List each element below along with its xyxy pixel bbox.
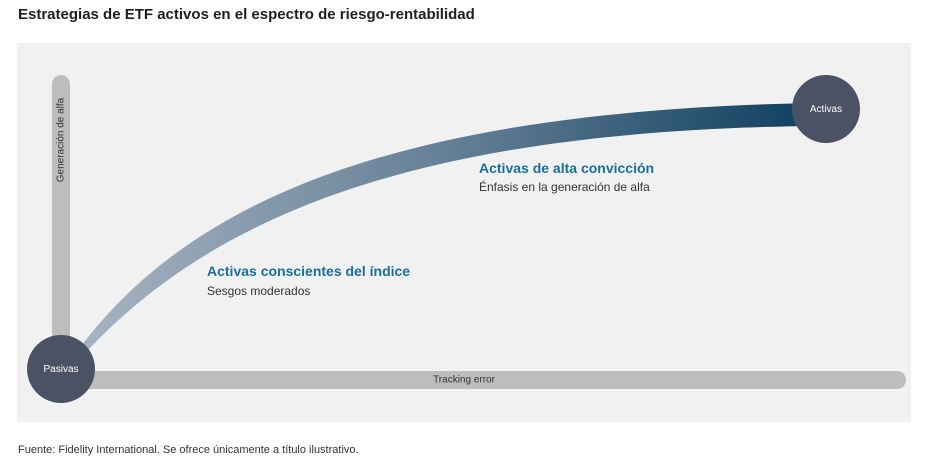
high-conviction-heading: Activas de alta convicción (479, 160, 655, 176)
curve-band (82, 103, 815, 350)
node-activas: Activas (792, 75, 860, 143)
node-pasivas-label: Pasivas (43, 363, 79, 375)
node-activas-label: Activas (809, 103, 843, 115)
index-aware-description: Sesgos moderados (207, 284, 311, 298)
node-pasivas: Pasivas (27, 335, 95, 403)
tracking-error-axis-bar (72, 371, 906, 389)
tracking-error-axis-label: Tracking error (433, 374, 495, 386)
alpha-axis-bar (52, 75, 70, 370)
index-aware-heading: Activas conscientes del índice (207, 263, 411, 279)
high-conviction-description: Énfasis en la generación de alfa (479, 180, 650, 194)
chart-title: Estrategias de ETF activos en el espectr… (18, 6, 475, 23)
source-footnote: Fuente: Fidelity International. Se ofrec… (18, 444, 359, 456)
